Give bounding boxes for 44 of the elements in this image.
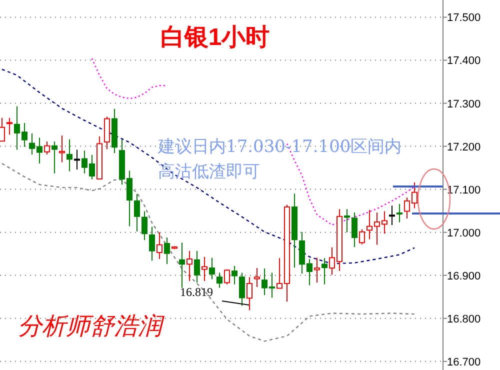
- candlestick: [396, 203, 402, 223]
- y-tick-label: 17.200: [447, 141, 481, 154]
- text: 白银1小时: [160, 24, 270, 51]
- annotation: 16.819: [180, 285, 213, 299]
- annotation: 高沽低渣即可: [158, 162, 260, 182]
- candlestick: [149, 226, 155, 262]
- candlestick: [164, 236, 170, 265]
- candlestick: [209, 257, 215, 280]
- candlestick: [142, 210, 148, 241]
- candlestick: [59, 135, 65, 163]
- candlestick: [202, 256, 208, 282]
- candlestick: [216, 272, 222, 288]
- line-series: [91, 58, 168, 100]
- candlestick: [179, 242, 185, 288]
- candlestick: [6, 117, 12, 136]
- candlestick: [74, 149, 80, 170]
- candlestick: [232, 265, 238, 285]
- candlestick: [254, 268, 260, 288]
- candlestick: [44, 141, 50, 155]
- candlestick: [156, 232, 162, 260]
- candlestick: [66, 138, 72, 172]
- y-tick-label: 16.800: [447, 313, 481, 326]
- candlestick: [322, 258, 328, 285]
- candlestick: [0, 117, 5, 142]
- y-tick-label: 17.100: [447, 184, 481, 196]
- y-tick-label: 16.700: [447, 356, 481, 368]
- candlestick: [224, 268, 230, 285]
- y-tick-label: 17.400: [447, 55, 481, 68]
- candlestick: [134, 194, 140, 232]
- candlestick: [314, 257, 320, 284]
- y-tick-label: 17.000: [447, 227, 481, 240]
- candlestick: [239, 272, 245, 306]
- candlestick: [52, 141, 58, 174]
- candlestick: [389, 205, 395, 226]
- annotation: 分析师舒浩润: [18, 313, 165, 340]
- candlestick: [186, 250, 192, 282]
- candlestick: [359, 228, 365, 245]
- y-tick-label: 16.900: [447, 270, 481, 282]
- annotation: 建议日内17.030-17.100区间内: [157, 137, 402, 157]
- y-tick-label: 17.300: [447, 98, 481, 110]
- candlestick: [194, 250, 200, 284]
- y-tick-label: 17.500: [447, 12, 481, 24]
- candlestick: [104, 116, 110, 150]
- candlestick: [246, 276, 252, 311]
